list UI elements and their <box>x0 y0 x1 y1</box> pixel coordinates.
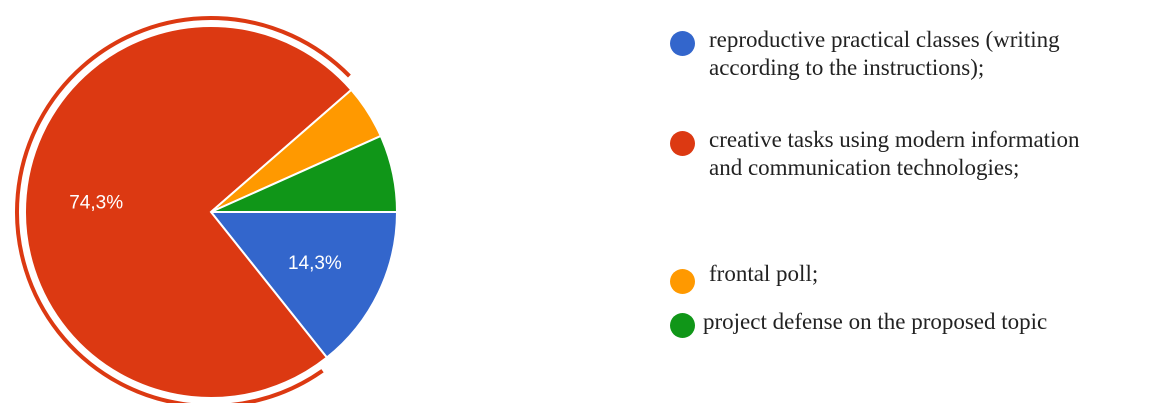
selected-slice-ring <box>15 16 351 403</box>
legend-label: creative tasks using modern information … <box>709 127 1080 180</box>
legend-item-project-defense[interactable]: project defense on the proposed topic <box>670 308 1047 338</box>
pie-slices <box>15 16 399 403</box>
legend-label: frontal poll; <box>709 261 819 286</box>
slice-creative[interactable] <box>24 25 353 399</box>
slice-reproductive[interactable] <box>208 211 399 359</box>
legend-swatch-red <box>670 131 695 156</box>
legend-swatch-orange <box>670 269 695 294</box>
legend-item-frontal-poll[interactable]: frontal poll; <box>670 260 818 294</box>
legend-item-reproductive[interactable]: reproductive practical classes (writing … <box>670 26 1060 82</box>
slice-percent-label: 14,3% <box>288 253 342 274</box>
pie-chart: 14,3% 74,3% <box>15 16 399 403</box>
legend-item-creative[interactable]: creative tasks using modern information … <box>670 126 1079 182</box>
slice-project-defense[interactable] <box>210 134 399 213</box>
legend-label: reproductive practical classes (writing … <box>709 27 1060 80</box>
legend-swatch-green <box>670 313 695 338</box>
pie-slice-labels: 14,3% 74,3% <box>69 193 342 275</box>
legend-label: project defense on the proposed topic <box>703 309 1048 334</box>
legend-swatch-blue <box>670 31 695 56</box>
slice-percent-label: 74,3% <box>69 193 123 214</box>
